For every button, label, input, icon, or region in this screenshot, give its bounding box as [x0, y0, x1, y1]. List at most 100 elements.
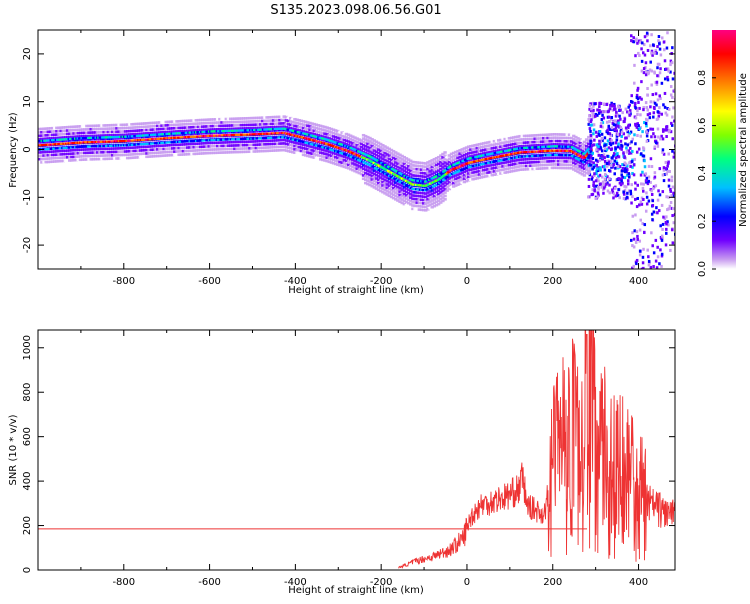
spectrogram-cell [477, 153, 482, 156]
spectrogram-cell [426, 194, 430, 198]
spectrogram-cell [396, 192, 400, 196]
spectrogram-cell [546, 146, 550, 150]
spectrogram-cell [492, 143, 497, 146]
spectrogram-cell [155, 134, 160, 138]
spectrogram-cell [190, 152, 194, 156]
spectrogram-noise-cell [642, 67, 646, 71]
spectrogram-cell [160, 144, 164, 148]
spectrogram-cell [295, 121, 299, 125]
spectrogram-cell [514, 145, 518, 149]
spectrogram-cell [447, 154, 452, 157]
spectrogram-cell [265, 129, 269, 133]
spectrogram-cell [74, 155, 78, 159]
spectrogram-cell [233, 124, 237, 127]
spectrogram-cell [108, 130, 113, 134]
spectrogram-cell [550, 143, 555, 146]
spectrogram-cell [121, 146, 126, 150]
spectrogram-cell [445, 159, 449, 162]
spectrogram-noise-cell [589, 139, 592, 143]
spectrogram-cell [372, 155, 376, 159]
spectrogram-cell [74, 158, 78, 162]
spectrogram-cell [155, 124, 160, 128]
spectrogram-cell [321, 155, 325, 158]
spectrogram-noise-cell [649, 44, 652, 48]
spectrogram-cell [394, 194, 398, 198]
spectrogram-cell [561, 133, 565, 136]
spectrogram-cell [460, 154, 464, 158]
spectrogram-cell [387, 184, 391, 187]
spectrogram-cell [108, 154, 113, 157]
spectrogram-noise-cell [601, 121, 605, 125]
spectrogram-cell [421, 168, 426, 172]
spectrogram-cell [546, 160, 550, 163]
spectrogram-cell [68, 125, 72, 129]
spectrogram-cell [241, 150, 246, 154]
spectrogram-cell [181, 119, 186, 123]
spectrogram-cell [368, 183, 372, 187]
spectrogram-cell [580, 172, 585, 176]
spectrogram-cell [201, 142, 205, 145]
spectrogram-noise-cell [637, 51, 640, 55]
spectrogram-cell [359, 169, 364, 172]
spectrogram-noise-cell [671, 214, 674, 218]
spectrogram-cell [385, 193, 389, 196]
spectrogram-noise-cell [591, 165, 595, 169]
spectrogram-cell [394, 151, 398, 154]
spectrogram-cell [121, 123, 126, 127]
spectrogram-cell [565, 146, 570, 150]
spectrogram-cell [98, 147, 102, 151]
spectrogram-noise-cell [651, 93, 655, 97]
spectrogram-cell [72, 148, 76, 152]
spectrogram-cell [72, 138, 76, 142]
spectrogram-cell [222, 141, 226, 144]
spectrogram-cell [584, 168, 589, 171]
spectrogram-noise-cell [622, 152, 625, 156]
spectrogram-noise-cell [602, 191, 605, 195]
spectrogram-cell [273, 129, 278, 132]
spectrogram-cell [580, 152, 585, 156]
spectrogram-cell [400, 164, 404, 168]
spectrogram-cell [503, 164, 507, 168]
spectrogram-cell [387, 147, 391, 151]
spectrogram-cell [415, 171, 419, 174]
spectrogram-cell [117, 153, 121, 157]
spectrogram-cell [87, 134, 91, 138]
spectrogram-cell [110, 123, 115, 127]
spectrogram-cell [205, 118, 209, 122]
spectrogram-cell [503, 167, 507, 171]
spectrogram-cell [125, 126, 130, 130]
spectrogram-noise-cell [647, 263, 651, 267]
spectrogram-cell [331, 131, 336, 135]
spectrogram-cell [406, 178, 411, 182]
spectrogram-cell [104, 157, 108, 161]
spectrogram-cell [323, 132, 327, 136]
spectrogram-cell [466, 145, 471, 149]
spectrogram-cell [183, 149, 188, 153]
spectrogram-noise-cell [645, 202, 649, 206]
spectrogram-cell [391, 149, 396, 153]
spectrogram-cell [166, 127, 171, 130]
spectrogram-cell [366, 149, 370, 152]
spectrogram-noise-cell [632, 245, 636, 249]
spectrogram-cell [486, 171, 490, 174]
spectrogram-cell [211, 121, 216, 125]
spectrogram-cell [314, 123, 319, 127]
spectrogram-cell [145, 128, 149, 132]
spectrogram-cell [503, 171, 507, 174]
spectrogram-cell [235, 147, 239, 151]
spectrogram-noise-cell [656, 110, 660, 114]
spectrogram-cell [235, 117, 239, 120]
spectrogram-noise-cell [653, 171, 657, 175]
spectrogram-cell [205, 141, 209, 145]
spectrogram-cell [100, 147, 104, 151]
spectrogram-cell [284, 145, 289, 149]
spectrogram-cell [269, 125, 274, 129]
spectrogram-cell [499, 168, 503, 172]
spectrogram-noise-cell [646, 93, 649, 97]
spectrogram-cell [48, 133, 53, 137]
spectrogram-cell [246, 150, 250, 154]
spectrogram-noise-cell [657, 189, 660, 193]
spectrogram-cell [364, 141, 368, 145]
spectrogram-cell [342, 158, 346, 162]
spectrogram-cell [308, 131, 312, 135]
